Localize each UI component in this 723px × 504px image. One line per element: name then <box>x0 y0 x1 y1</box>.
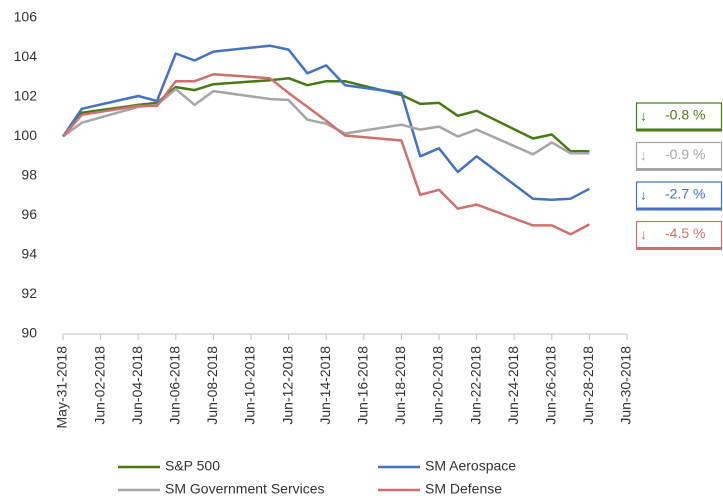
annotation-text: -4.5 % <box>665 225 705 241</box>
y-tick-label: 96 <box>21 206 37 222</box>
y-tick-label: 104 <box>14 48 38 64</box>
x-tick-label: Jun-04-2018 <box>129 346 145 425</box>
y-tick-label: 98 <box>21 167 37 183</box>
y-tick-label: 90 <box>21 325 37 341</box>
x-tick-label: Jun-28-2018 <box>580 346 596 425</box>
x-tick-label: Jun-24-2018 <box>505 346 521 425</box>
annotation-text: -2.7 % <box>665 186 705 202</box>
x-tick-label: Jun-08-2018 <box>204 346 220 425</box>
x-tick-label: Jun-26-2018 <box>543 346 559 425</box>
annotation-text: -0.9 % <box>665 146 705 162</box>
annotation-arrow: ↓ <box>640 108 647 124</box>
x-tick-label: Jun-06-2018 <box>167 346 183 425</box>
annotation-arrow: ↓ <box>640 226 647 242</box>
legend-label: SM Government Services <box>165 481 325 497</box>
legend-label: SM Defense <box>425 481 502 497</box>
legend-label: SM Aerospace <box>425 458 516 474</box>
legend-label: S&P 500 <box>165 458 220 474</box>
annotation-box <box>635 220 723 250</box>
annotation-text: -0.8 % <box>665 107 705 123</box>
y-tick-label: 102 <box>14 88 38 104</box>
annotation-box <box>635 102 723 131</box>
x-tick-label: Jun-18-2018 <box>392 346 408 425</box>
x-tick-label: Jun-02-2018 <box>91 346 107 425</box>
x-tick-label: Jun-14-2018 <box>317 346 333 425</box>
annotation-arrow: ↓ <box>640 147 647 163</box>
x-tick-label: Jun-20-2018 <box>430 346 446 425</box>
series-line <box>62 73 590 236</box>
x-tick-label: Jun-30-2018 <box>618 346 634 425</box>
y-tick-label: 100 <box>14 127 38 143</box>
annotation-box <box>635 141 723 171</box>
series-line <box>61 44 590 201</box>
x-tick-label: Jun-16-2018 <box>355 346 371 425</box>
y-tick-label: 106 <box>14 9 38 25</box>
y-tick-label: 94 <box>21 246 37 262</box>
x-tick-label: Jun-22-2018 <box>467 346 483 425</box>
x-tick-label: Jun-10-2018 <box>242 346 258 425</box>
series-line <box>62 76 590 153</box>
annotation-arrow: ↓ <box>640 187 647 203</box>
x-tick-label: Jun-12-2018 <box>279 346 295 425</box>
y-tick-label: 92 <box>21 285 37 301</box>
x-tick-label: May-31-2018 <box>54 346 70 429</box>
